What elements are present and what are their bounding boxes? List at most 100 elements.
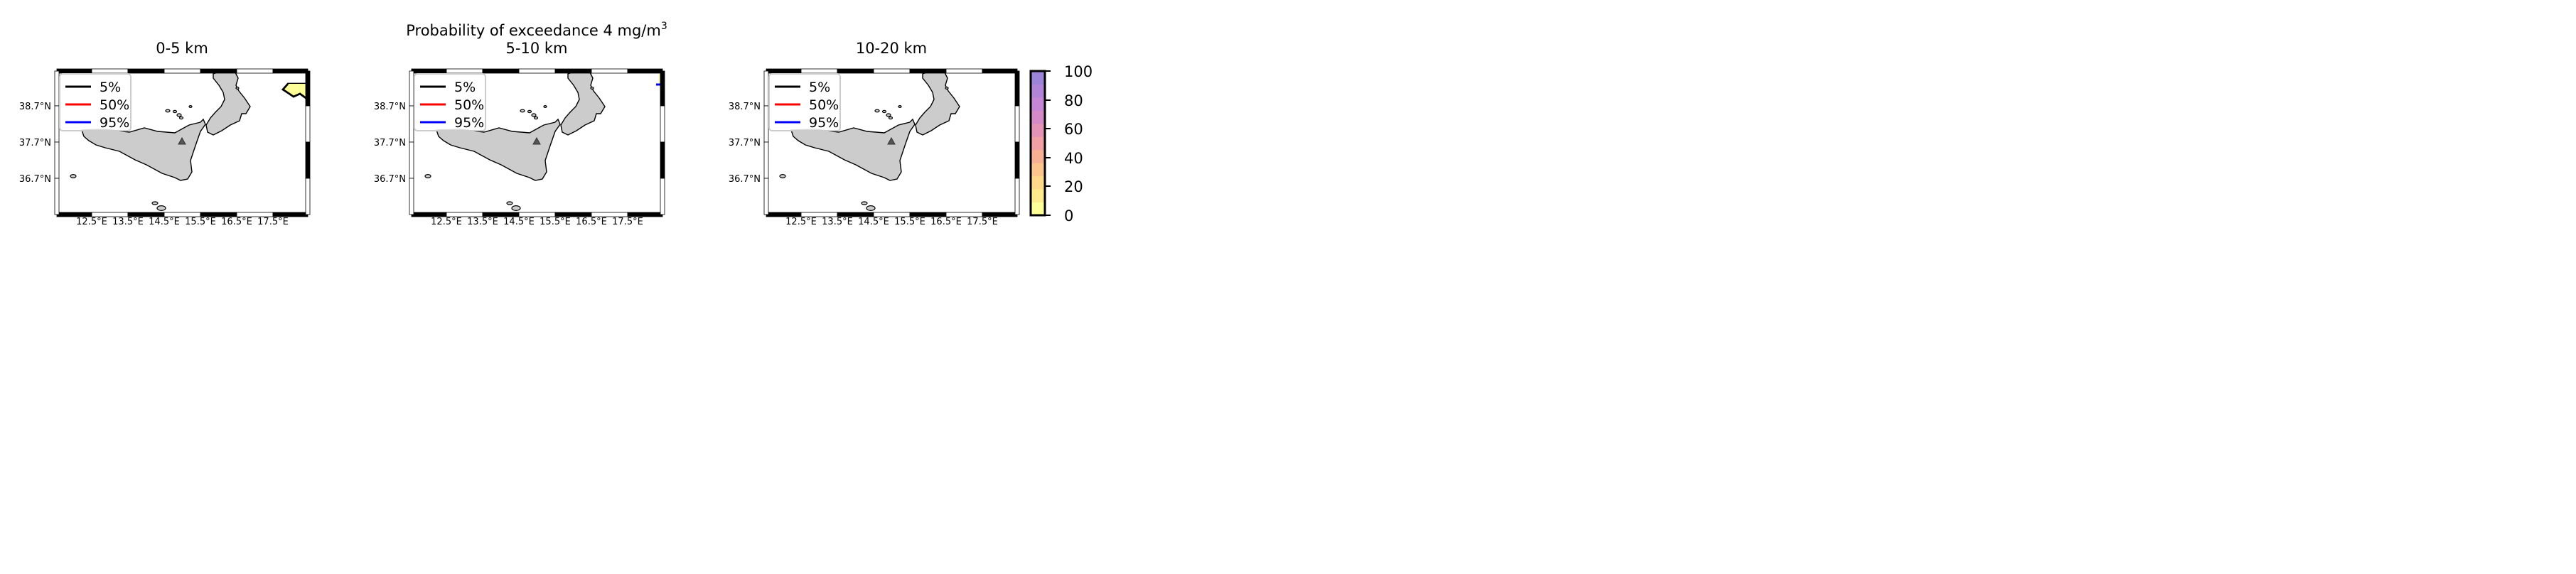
figure-suptitle: Probability of exceedance 4 mg/m3 [406, 21, 667, 39]
legend-label-50: 50% [809, 97, 839, 113]
colorbar-ticks [1045, 70, 1051, 216]
colorbar-tick-label: 40 [1064, 150, 1083, 167]
lat-tick: 37.7°N [19, 138, 51, 148]
lon-tick: 14.5°E [149, 217, 180, 227]
frame-segment [763, 178, 769, 215]
frame-segment [409, 178, 414, 215]
lon-tick: 15.5°E [894, 217, 925, 227]
frame-segment [591, 68, 628, 74]
frame-segment [409, 70, 414, 107]
colorbar-tick-label: 80 [1064, 92, 1083, 109]
colorbar-cell [1031, 149, 1045, 163]
colorbar-cell [1031, 71, 1045, 85]
frame-segment [763, 105, 769, 143]
frame-segment [627, 68, 663, 74]
frame-segment [660, 141, 665, 179]
colorbar-cell [1031, 175, 1045, 190]
lon-tick: 13.5°E [467, 217, 498, 227]
frame-segment [660, 105, 665, 143]
panel-title: 0-5 km [156, 40, 208, 57]
lon-tick: 16.5°E [576, 217, 607, 227]
frame-segment [305, 105, 311, 143]
legend-label-95: 95% [809, 115, 839, 131]
frame-segment [409, 141, 414, 179]
lon-tick: 17.5°E [967, 217, 998, 227]
legend: 5% 50% 95% [414, 73, 486, 131]
lon-tick: 13.5°E [822, 217, 853, 227]
map-frame [54, 68, 311, 217]
frame-segment [54, 178, 60, 215]
lon-tick: 14.5°E [858, 217, 889, 227]
frame-segment [1014, 105, 1020, 143]
panel-title: 10-20 km [856, 40, 927, 57]
lat-tick: 38.7°N [729, 102, 761, 112]
lon-tick: 16.5°E [221, 217, 252, 227]
lat-tick: 37.7°N [729, 138, 761, 148]
frame-segment [554, 68, 592, 74]
colorbar-cell [1031, 163, 1045, 177]
colorbar-tick-label: 0 [1064, 207, 1073, 224]
volcano-marker [887, 136, 896, 145]
frame-segment [660, 178, 665, 215]
frame-segment [272, 68, 308, 74]
lat-tick: 37.7°N [374, 138, 406, 148]
lat-tick: 38.7°N [19, 102, 51, 112]
legend-label-95: 95% [100, 115, 129, 131]
frame-segment [446, 68, 483, 74]
frame-segment [837, 68, 874, 74]
frame-segment [1014, 70, 1020, 107]
colorbar-tick-label: 20 [1064, 178, 1083, 195]
frame-segment [1014, 141, 1020, 179]
legend-label-5: 5% [454, 80, 476, 95]
volcano-marker [178, 136, 186, 145]
frame-segment [91, 68, 129, 74]
legend-label-50: 50% [454, 97, 484, 113]
frame-segment [411, 68, 447, 74]
legend-label-95: 95% [454, 115, 484, 131]
frame-segment [800, 68, 838, 74]
frame-segment [945, 68, 983, 74]
lat-tick: 36.7°N [19, 174, 51, 185]
colorbar-cell [1031, 97, 1045, 111]
panel-title: 5-10 km [506, 40, 568, 57]
frame-segment [200, 68, 237, 74]
colorbar: 0 20 40 60 80 100 [1029, 63, 1093, 224]
lat-tick: 36.7°N [729, 174, 761, 185]
colorbar-tick-label: 100 [1064, 63, 1093, 80]
colorbar-cell [1031, 84, 1045, 98]
lon-tick: 15.5°E [185, 217, 216, 227]
frame-segment [305, 178, 311, 215]
frame-segment [54, 105, 60, 143]
lon-tick: 13.5°E [112, 217, 144, 227]
map-panel-10-20km: 10-20 km 5% 50% 95% 38.7°N 37.7°N 36.7°N… [729, 40, 1020, 227]
lon-tick: 15.5°E [540, 217, 571, 227]
colorbar-cell [1031, 136, 1045, 151]
frame-segment [982, 68, 1018, 74]
legend-label-5: 5% [809, 80, 830, 95]
lon-tick: 12.5°E [785, 217, 817, 227]
frame-segment [518, 68, 556, 74]
colorbar-cell [1031, 123, 1045, 137]
lat-tick: 36.7°N [374, 174, 406, 185]
frame-segment [305, 70, 311, 107]
legend-label-5: 5% [100, 80, 121, 95]
frame-segment [54, 141, 60, 179]
lon-tick: 16.5°E [930, 217, 962, 227]
lon-tick: 12.5°E [431, 217, 462, 227]
frame-segment [763, 70, 769, 107]
lat-tick: 38.7°N [374, 102, 406, 112]
lon-tick: 12.5°E [76, 217, 107, 227]
frame-segment [909, 68, 947, 74]
colorbar-cell [1031, 110, 1045, 124]
frame-segment [127, 68, 165, 74]
colorbar-cell [1031, 202, 1045, 216]
frame-segment [660, 70, 665, 107]
frame-segment [305, 141, 311, 179]
colorbar-outline [1029, 70, 1046, 217]
frame-segment [54, 70, 60, 107]
frame-segment [766, 68, 802, 74]
map-panel-5-10km: 5-10 km 5% 50% 95% 38.7°N 37.7°N 36.7°N … [374, 40, 665, 227]
map-panel-0-5km: 0-5 km 5% 50% 95% 38.7°N 37.7°N [19, 40, 311, 227]
frame-segment [163, 68, 201, 74]
